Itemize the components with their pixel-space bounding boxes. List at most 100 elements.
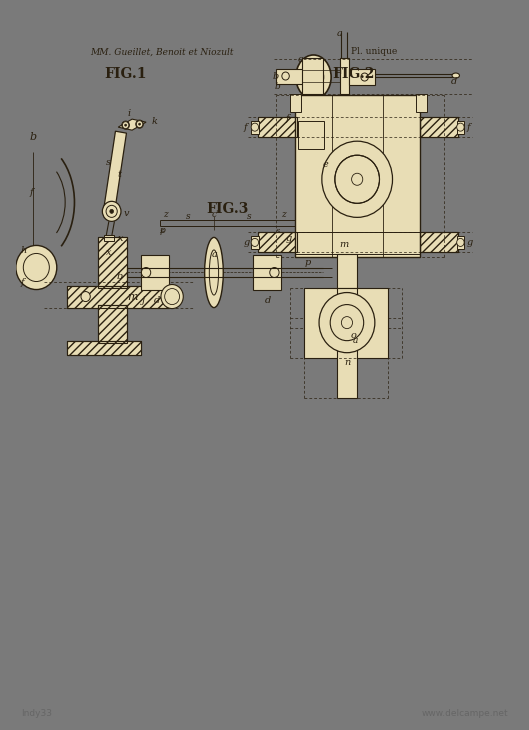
Bar	[258, 117, 297, 137]
Circle shape	[110, 210, 114, 213]
Text: t: t	[117, 170, 121, 179]
Text: s: s	[276, 228, 280, 235]
Bar	[349, 69, 375, 85]
Bar	[98, 304, 127, 342]
Bar	[251, 121, 259, 134]
Text: f: f	[467, 123, 470, 131]
Bar	[98, 304, 127, 342]
Bar	[457, 237, 464, 250]
Circle shape	[136, 120, 143, 128]
Text: f: f	[244, 123, 248, 131]
Bar	[67, 285, 169, 307]
Bar	[302, 58, 323, 94]
Bar	[290, 94, 302, 112]
Text: v: v	[124, 209, 129, 218]
Circle shape	[330, 304, 364, 341]
Circle shape	[81, 291, 90, 301]
Circle shape	[141, 267, 151, 277]
Text: n: n	[344, 358, 350, 367]
Text: j: j	[141, 296, 144, 305]
Bar	[295, 232, 421, 255]
Circle shape	[122, 122, 129, 128]
Text: z: z	[163, 210, 168, 219]
Ellipse shape	[296, 55, 331, 99]
Circle shape	[23, 253, 49, 282]
Polygon shape	[103, 131, 126, 213]
Circle shape	[122, 122, 129, 128]
Text: d: d	[265, 296, 271, 305]
Bar	[298, 121, 324, 149]
Bar	[251, 237, 259, 250]
Bar	[67, 285, 169, 307]
Bar	[98, 237, 127, 288]
Text: a: a	[212, 250, 218, 259]
Text: z: z	[281, 210, 286, 219]
Circle shape	[341, 317, 352, 328]
Bar	[258, 232, 297, 253]
Text: e: e	[323, 160, 329, 169]
Circle shape	[136, 120, 143, 128]
Text: c: c	[298, 55, 303, 64]
Bar	[421, 232, 458, 253]
Text: FIG.3: FIG.3	[206, 202, 249, 216]
Text: s: s	[186, 212, 190, 221]
Circle shape	[122, 121, 129, 129]
Bar	[295, 95, 421, 258]
Ellipse shape	[310, 72, 317, 82]
Bar	[421, 117, 458, 137]
Text: x: x	[118, 234, 124, 243]
Text: m: m	[340, 240, 349, 249]
Text: x: x	[106, 248, 112, 257]
Text: d: d	[451, 77, 458, 85]
Bar	[340, 58, 349, 94]
Text: b: b	[116, 272, 123, 281]
Text: a: a	[352, 336, 358, 345]
Text: b: b	[275, 82, 280, 91]
Text: g: g	[467, 238, 473, 247]
Text: Indy33: Indy33	[21, 709, 52, 718]
Ellipse shape	[303, 63, 324, 91]
Circle shape	[125, 124, 126, 126]
Circle shape	[282, 72, 289, 80]
Text: f: f	[286, 114, 289, 123]
Text: f: f	[21, 278, 24, 287]
Text: m: m	[127, 291, 138, 301]
Ellipse shape	[205, 237, 223, 307]
Bar	[141, 255, 169, 290]
Text: k: k	[152, 117, 158, 126]
Text: s: s	[106, 158, 111, 166]
Bar	[253, 255, 281, 290]
Text: o: o	[351, 331, 357, 340]
Bar	[337, 288, 357, 398]
Text: FIG.1: FIG.1	[104, 67, 147, 81]
Text: g: g	[286, 234, 292, 243]
Bar	[304, 288, 388, 358]
Text: FIG.2: FIG.2	[332, 67, 375, 81]
Text: MM. Gueillet, Benoit et Niozult: MM. Gueillet, Benoit et Niozult	[90, 47, 234, 56]
Circle shape	[106, 205, 117, 218]
Bar	[67, 341, 141, 355]
Circle shape	[161, 285, 183, 309]
Text: s: s	[247, 212, 251, 221]
Circle shape	[457, 123, 464, 131]
Circle shape	[251, 123, 259, 131]
Polygon shape	[118, 119, 146, 130]
Text: p: p	[160, 226, 166, 235]
Circle shape	[102, 201, 121, 221]
Circle shape	[319, 293, 375, 353]
Circle shape	[251, 239, 259, 247]
Ellipse shape	[452, 73, 460, 78]
Text: i: i	[127, 109, 131, 118]
Text: Pl. unique: Pl. unique	[351, 47, 397, 56]
Text: f: f	[30, 188, 33, 197]
Text: g: g	[244, 238, 250, 247]
Circle shape	[165, 288, 179, 304]
Bar	[337, 255, 357, 333]
Bar	[98, 237, 127, 288]
Text: h: h	[21, 246, 27, 255]
Bar	[421, 117, 458, 137]
Bar	[416, 94, 427, 112]
Text: b: b	[272, 72, 279, 80]
Bar	[421, 232, 458, 253]
Bar	[104, 235, 114, 242]
